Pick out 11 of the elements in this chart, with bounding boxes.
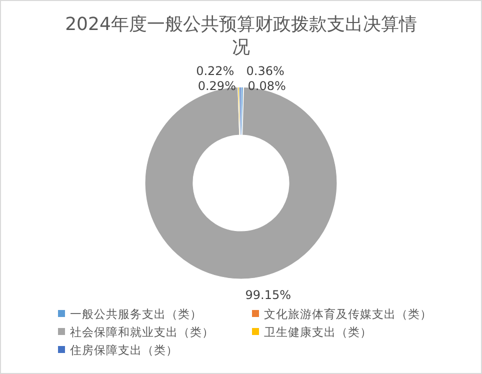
chart-title: 2024年度一般公共预算财政拨款支出决算情况 — [65, 14, 417, 58]
data-label: 0.22% — [196, 64, 234, 78]
data-label: 0.08% — [248, 79, 286, 94]
legend-label: 社会保障和就业支出（类） — [70, 325, 214, 339]
data-label: 0.36% — [246, 64, 284, 78]
legend-label: 一般公共服务支出（类） — [70, 307, 202, 321]
legend-label: 文化旅游体育及传媒支出（类） — [264, 307, 432, 321]
legend-label: 住房保障支出（类） — [69, 343, 178, 357]
data-label: 99.15% — [245, 288, 292, 302]
legend-label: 卫生健康支出（类） — [264, 325, 372, 339]
data-label: 0.29% — [198, 79, 236, 94]
